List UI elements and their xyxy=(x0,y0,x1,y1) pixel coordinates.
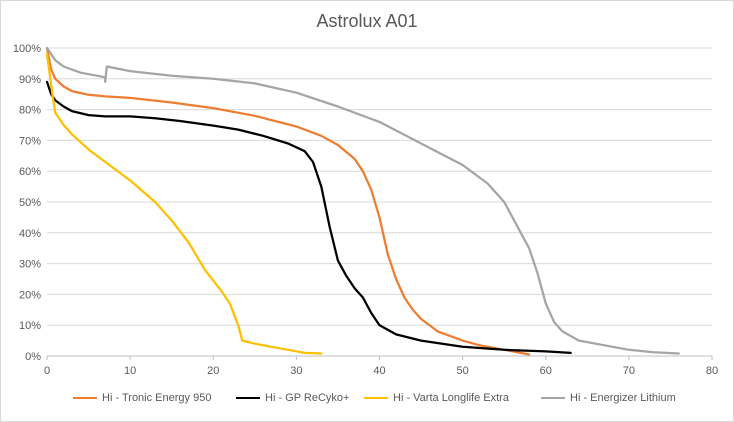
x-tick-label: 20 xyxy=(207,365,219,377)
y-tick-label: 90% xyxy=(19,74,41,86)
x-tick-label: 30 xyxy=(290,365,302,377)
legend-label: Hi - Tronic Energy 950 xyxy=(102,392,212,404)
legend-item: Hi - Tronic Energy 950 xyxy=(73,391,211,405)
series-line xyxy=(45,46,680,355)
x-tick-label: 40 xyxy=(373,365,385,377)
series-line xyxy=(45,80,572,355)
x-tick-label: 50 xyxy=(457,365,469,377)
legend-label: Hi - Varta Longlife Extra xyxy=(393,392,509,404)
chart-title: Astrolux A01 xyxy=(316,11,418,31)
series-line xyxy=(45,46,531,356)
y-tick-label: 70% xyxy=(19,135,41,147)
y-tick-label: 60% xyxy=(19,166,41,178)
legend-swatch xyxy=(541,397,565,399)
x-tick-label: 60 xyxy=(540,365,552,377)
legend-swatch xyxy=(236,397,260,399)
y-tick-label: 30% xyxy=(19,259,41,271)
x-tick-label: 0 xyxy=(44,365,50,377)
legend-label: Hi - GP ReCyko+ xyxy=(265,392,350,404)
x-tick-label: 10 xyxy=(124,365,136,377)
y-tick-label: 40% xyxy=(19,228,41,240)
y-tick-label: 20% xyxy=(19,289,41,301)
y-tick-label: 50% xyxy=(19,197,41,209)
y-tick-label: 100% xyxy=(13,43,41,55)
x-tick-label: 80 xyxy=(706,365,718,377)
y-tick-label: 10% xyxy=(19,320,41,332)
y-tick-label: 0% xyxy=(25,351,41,363)
legend-label: Hi - Energizer Lithium xyxy=(570,392,676,404)
x-tick-label: 70 xyxy=(623,365,635,377)
series-line xyxy=(45,53,323,355)
legend-swatch xyxy=(364,397,388,399)
legend-item: Hi - Energizer Lithium xyxy=(541,391,676,405)
y-tick-label: 80% xyxy=(19,105,41,117)
legend-item: Hi - GP ReCyko+ xyxy=(236,391,349,405)
legend-item: Hi - Varta Longlife Extra xyxy=(364,391,509,405)
chart-legend: Hi - Tronic Energy 950 Hi - GP ReCyko+ Hi … xyxy=(0,391,734,405)
legend-swatch xyxy=(73,397,97,399)
